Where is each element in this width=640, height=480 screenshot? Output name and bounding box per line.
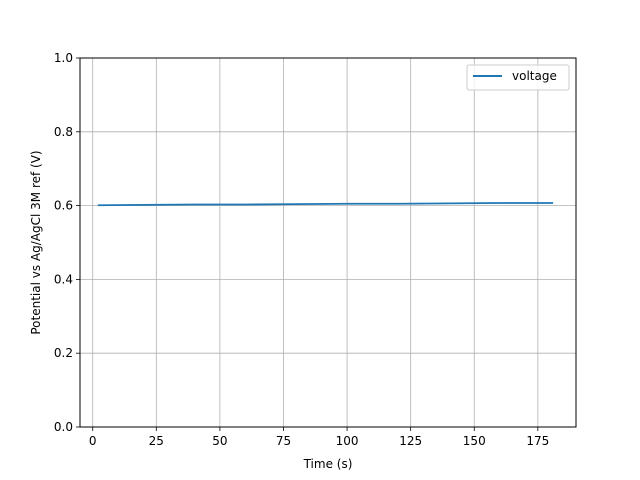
x-tick-label: 175 <box>526 434 549 448</box>
y-tick-label: 1.0 <box>54 51 73 65</box>
x-axis-label: Time (s) <box>303 457 353 471</box>
series-line-voltage <box>97 202 554 207</box>
x-tick-label: 0 <box>89 434 97 448</box>
y-tick-label: 0.2 <box>54 346 73 360</box>
y-tick-label: 0.4 <box>54 272 73 286</box>
series-layer <box>97 202 554 207</box>
y-tick-label: 0.0 <box>54 420 73 434</box>
legend: voltage <box>466 64 570 91</box>
x-tick-label: 75 <box>276 434 291 448</box>
legend-box <box>466 64 570 91</box>
y-axis-label: Potential vs Ag/AgCl 3M ref (V) <box>29 150 43 334</box>
legend-label-voltage: voltage <box>512 69 557 83</box>
x-tick-label: 150 <box>463 434 486 448</box>
ticks: 0 25 50 75 100 125 150 175 0.0 0.2 0.4 0.6 0.8 1.0 <box>54 51 549 448</box>
x-tick-label: 100 <box>336 434 359 448</box>
grid <box>80 57 576 428</box>
x-tick-label: 125 <box>399 434 422 448</box>
x-tick-label: 25 <box>149 434 164 448</box>
plot-frame <box>79 57 577 428</box>
x-tick-label: 50 <box>212 434 227 448</box>
y-tick-label: 0.8 <box>54 125 73 139</box>
y-tick-label: 0.6 <box>54 199 73 213</box>
